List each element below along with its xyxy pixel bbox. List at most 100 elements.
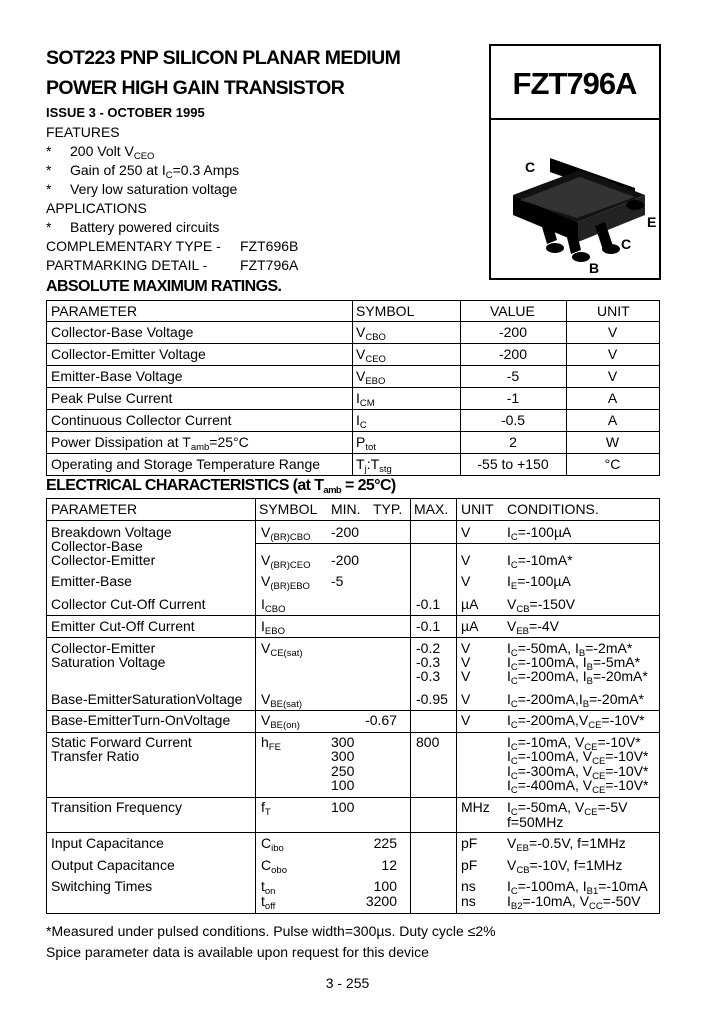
- conditions-cell: IC=-100mA, IB=-5mA*: [507, 654, 641, 673]
- unit-cell: µA: [461, 596, 479, 612]
- column-header: VALUE: [490, 303, 535, 319]
- table-rule: [46, 475, 660, 476]
- parameter-cell: Peak Pulse Current: [51, 390, 173, 406]
- table-rule: [255, 543, 660, 544]
- conditions-cell: IC=-300mA, VCE=-10V*: [507, 763, 649, 782]
- unit-cell: V: [461, 691, 471, 707]
- unit-cell: MHz: [461, 799, 490, 815]
- parameter-cell: Emitter Cut-Off Current: [51, 618, 195, 634]
- table-rule: [456, 498, 457, 913]
- feature-item: 200 Volt VCEO: [70, 143, 155, 162]
- column-header: PARAMETER: [51, 501, 138, 517]
- symbol-cell: VCEO: [356, 346, 386, 365]
- conditions-cell: VCB=-10V, f=1MHz: [507, 857, 623, 876]
- conditions-cell: VCB=-150V: [507, 596, 576, 615]
- parameter-cell: Collector-Base Voltage: [51, 324, 194, 340]
- symbol-cell: VEBO: [356, 368, 386, 387]
- complementary-label: COMPLEMENTARY TYPE -: [46, 238, 221, 254]
- max-cell: 800: [416, 734, 440, 750]
- parameter-cell: Transition Frequency: [51, 799, 182, 815]
- table-rule: [460, 300, 461, 475]
- symbol-cell: ton: [261, 878, 276, 897]
- column-header: CONDITIONS.: [507, 501, 599, 517]
- conditions-cell: IC=-10mA, VCE=-10V*: [507, 734, 641, 753]
- title-line-2: POWER HIGH GAIN TRANSISTOR: [46, 77, 345, 99]
- symbol-cell: V(BR)EBO: [261, 573, 310, 592]
- parameter-cell: Switching Times: [51, 878, 153, 894]
- conditions-cell: f=50MHz: [507, 814, 564, 830]
- table-rule: [46, 520, 660, 521]
- table-rule: [46, 498, 660, 499]
- column-header: SYMBOL: [259, 501, 318, 517]
- conditions-cell: IC=-100mA, VCE=-10V*: [507, 748, 649, 767]
- unit-cell: W: [605, 434, 620, 450]
- parameter-cell: Collector-Base: [51, 538, 143, 554]
- value-cell: -200: [498, 324, 528, 340]
- symbol-cell: V(BR)CEO: [261, 552, 311, 571]
- table-rule: [410, 498, 411, 913]
- parameter-cell: Transfer Ratio: [51, 748, 140, 764]
- table-rule: [46, 387, 660, 388]
- value-cell: -55 to +150: [477, 456, 549, 472]
- typ-cell: -0.67: [365, 712, 397, 728]
- unit-cell: V: [461, 712, 471, 728]
- conditions-cell: IB2=-10mA, VCC=-50V: [507, 893, 641, 912]
- parameter-cell: Base-EmitterSaturationVoltage: [51, 691, 243, 707]
- table-rule: [46, 710, 660, 711]
- min-cell: 100: [331, 777, 355, 793]
- bullet: *: [46, 162, 52, 178]
- unit-cell: pF: [461, 835, 478, 851]
- value-cell: -200: [498, 346, 528, 362]
- conditions-cell: IC=-200mA,VCE=-10V*: [507, 712, 645, 731]
- unit-cell: V: [607, 346, 618, 362]
- pin-label-b: B: [589, 260, 600, 276]
- table-rule: [46, 453, 660, 454]
- parameter-cell: Static Forward Current: [51, 734, 192, 750]
- conditions-cell: IE=-100µA: [507, 573, 571, 592]
- bullet: *: [46, 219, 52, 235]
- symbol-cell: V(BR)CBO: [261, 524, 311, 543]
- part-box: [489, 44, 661, 280]
- unit-cell: V: [607, 324, 618, 340]
- table-rule: [566, 300, 567, 475]
- feature-item: Very low saturation voltage: [70, 181, 238, 197]
- table-rule: [46, 300, 47, 475]
- value-cell: -1: [506, 390, 520, 406]
- conditions-cell: VEB=-0.5V, f=1MHz: [507, 835, 626, 854]
- unit-cell: V: [461, 573, 471, 589]
- issue-date: ISSUE 3 - OCTOBER 1995: [46, 105, 205, 120]
- table-rule: [46, 832, 660, 833]
- conditions-cell: VEB=-4V: [507, 618, 559, 637]
- conditions-cell: IC=-100mA, IB1=-10mA: [507, 878, 648, 897]
- column-header: MAX.: [414, 501, 449, 517]
- table-rule: [255, 498, 256, 913]
- conditions-cell: IC=-200mA,IB=-20mA*: [507, 691, 644, 710]
- symbol-cell: IEBO: [261, 618, 285, 637]
- conditions-cell: IC=-200mA, IB=-20mA*: [507, 668, 648, 687]
- unit-cell: V: [461, 552, 471, 568]
- unit-cell: V: [461, 640, 471, 656]
- pin-label-e: E: [647, 214, 657, 230]
- table-rule: [46, 300, 660, 301]
- min-cell: 100: [331, 799, 355, 815]
- table-rule: [659, 300, 660, 475]
- table-rule: [46, 615, 660, 616]
- parameter-cell: Continuous Collector Current: [51, 412, 232, 428]
- min-cell: -200: [331, 552, 360, 568]
- table-rule: [46, 797, 660, 798]
- column-header: UNIT: [597, 303, 630, 319]
- parameter-cell: Emitter-Base Voltage: [51, 368, 183, 384]
- min-cell: -200: [331, 524, 360, 540]
- unit-cell: pF: [461, 857, 478, 873]
- conditions-cell: IC=-400mA, VCE=-10V*: [507, 777, 649, 796]
- unit-cell: V: [607, 368, 618, 384]
- application-item: Battery powered circuits: [70, 219, 220, 235]
- table-rule: [46, 498, 47, 913]
- sot223-package-icon: [513, 158, 645, 262]
- column-header: MIN.: [331, 501, 361, 517]
- parameter-cell: Base-EmitterTurn-OnVoltage: [51, 712, 231, 728]
- page-number: 3 - 255: [325, 975, 370, 991]
- unit-cell: V: [461, 654, 471, 670]
- parameter-cell: Collector-Emitter Voltage: [51, 346, 206, 362]
- column-header: PARAMETER: [51, 303, 138, 319]
